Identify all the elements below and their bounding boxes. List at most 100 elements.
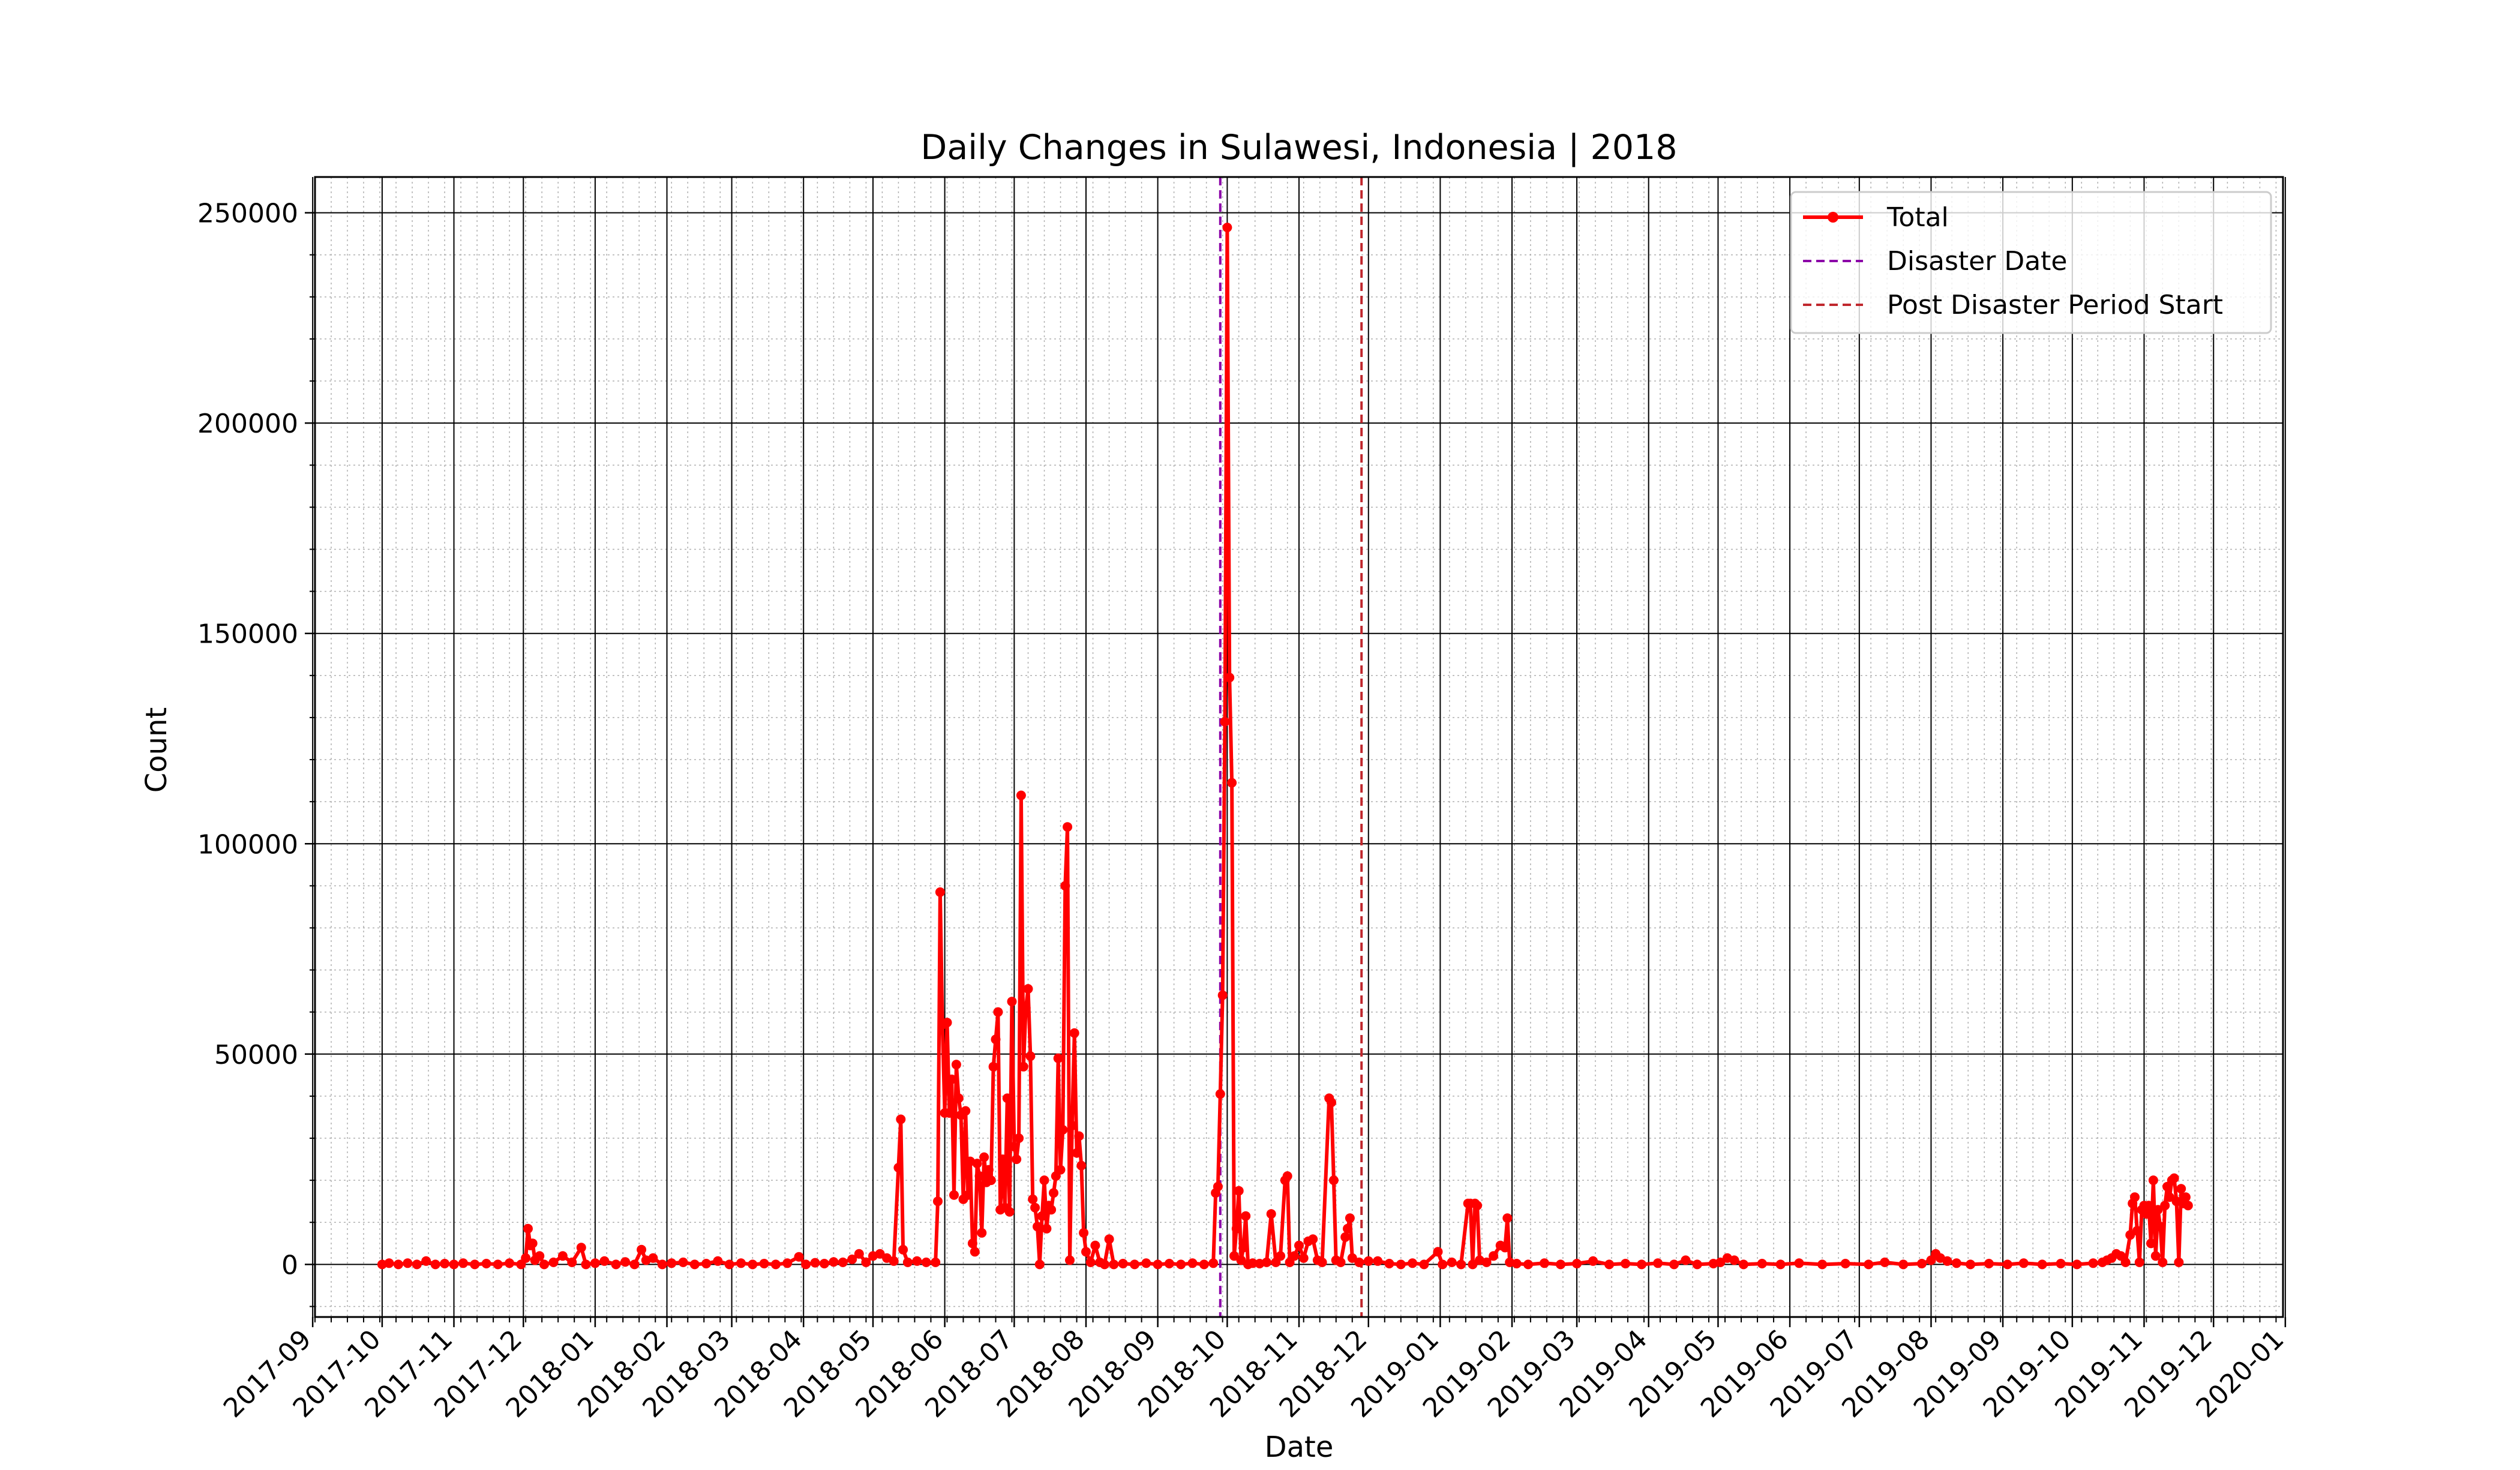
data-point <box>1328 1175 1339 1186</box>
data-point <box>2141 1209 2152 1219</box>
legend-total-label: Total <box>1886 202 1949 233</box>
data-point <box>1067 1121 1077 1130</box>
data-point <box>1053 1053 1063 1063</box>
data-point <box>1234 1186 1244 1196</box>
data-point <box>949 1190 959 1200</box>
data-point <box>2148 1175 2158 1186</box>
data-point <box>1523 1259 1533 1270</box>
data-point <box>782 1258 793 1268</box>
data-point <box>1058 1125 1068 1135</box>
data-point <box>521 1253 531 1263</box>
data-point <box>1141 1258 1151 1268</box>
data-point <box>1069 1028 1079 1038</box>
data-point <box>1966 1259 1976 1270</box>
data-point <box>1942 1256 1952 1266</box>
data-point <box>2134 1257 2144 1267</box>
data-point <box>1757 1259 1767 1268</box>
legend-post-label: Post Disaster Period Start <box>1887 290 2223 320</box>
data-point <box>1692 1259 1702 1270</box>
data-point <box>838 1257 848 1267</box>
data-point <box>1060 881 1070 891</box>
data-point <box>933 1196 943 1207</box>
data-point <box>1090 1240 1100 1250</box>
data-point <box>998 1154 1008 1165</box>
data-point <box>581 1259 591 1270</box>
data-point <box>1046 1205 1057 1215</box>
data-point <box>629 1259 640 1270</box>
data-point <box>977 1228 987 1238</box>
data-point <box>1220 716 1230 727</box>
data-point <box>935 887 945 897</box>
data-point <box>2150 1251 2161 1261</box>
data-point <box>921 1257 931 1267</box>
data-point <box>889 1256 899 1266</box>
data-point <box>896 1114 906 1124</box>
data-point <box>1227 778 1237 788</box>
data-point <box>902 1257 913 1267</box>
y-tick-label: 100000 <box>197 829 298 860</box>
reference-lines <box>1219 177 1363 1317</box>
data-point <box>2183 1201 2193 1211</box>
data-point <box>2144 1201 2154 1211</box>
data-point <box>2146 1238 2156 1249</box>
data-point <box>1604 1259 1615 1270</box>
data-point <box>942 1018 952 1028</box>
data-point <box>657 1259 667 1270</box>
major-grid <box>312 177 2286 1317</box>
data-point <box>944 1108 955 1118</box>
data-point <box>1028 1194 1038 1204</box>
data-point <box>2072 1259 2082 1270</box>
data-point <box>713 1256 723 1266</box>
data-point <box>1653 1258 1663 1268</box>
data-point <box>523 1223 533 1234</box>
data-point <box>1917 1259 1927 1268</box>
data-point <box>1213 1181 1223 1192</box>
data-point <box>1012 1154 1022 1165</box>
data-point <box>2125 1230 2135 1240</box>
data-point <box>1282 1171 1292 1181</box>
data-point <box>759 1259 769 1268</box>
data-point <box>1118 1259 1128 1268</box>
data-point <box>1176 1259 1186 1270</box>
data-point <box>1262 1257 1271 1267</box>
data-point <box>861 1257 871 1267</box>
data-point <box>2120 1257 2131 1267</box>
data-point <box>539 1259 549 1270</box>
data-point <box>967 1238 977 1249</box>
data-point <box>979 1152 989 1162</box>
data-point <box>898 1244 908 1255</box>
data-point <box>1840 1259 1850 1268</box>
data-point <box>1408 1258 1418 1268</box>
data-point <box>1099 1259 1109 1270</box>
data-point <box>440 1259 450 1268</box>
y-tick-label: 50000 <box>214 1040 298 1070</box>
data-point <box>1021 1003 1031 1013</box>
data-point <box>953 1093 964 1103</box>
data-point <box>470 1259 480 1270</box>
data-point <box>2130 1192 2140 1202</box>
data-point <box>1023 984 1033 994</box>
data-point <box>1468 1259 1478 1270</box>
data-point <box>1247 1258 1258 1268</box>
data-point <box>1130 1259 1139 1270</box>
y-axis: 0 50000 100000 150000 200000 250000 <box>197 199 315 1307</box>
data-point <box>1039 1175 1049 1186</box>
data-point <box>983 1165 994 1175</box>
data-point <box>1336 1257 1346 1267</box>
data-point <box>1236 1255 1246 1265</box>
x-axis: 2017-092017-102017-112017-122018-012018-… <box>218 1317 2290 1424</box>
data-point <box>1208 1258 1219 1268</box>
data-point <box>648 1253 658 1263</box>
data-point <box>557 1251 568 1261</box>
data-point <box>1347 1253 1357 1263</box>
data-point <box>1984 1259 1994 1268</box>
data-point <box>1065 1255 1075 1265</box>
data-point <box>430 1259 440 1270</box>
data-point <box>801 1259 811 1270</box>
y-tick-label: 0 <box>281 1250 298 1280</box>
data-point <box>2088 1258 2098 1268</box>
data-point <box>1109 1259 1119 1270</box>
data-point <box>1025 1051 1036 1061</box>
data-point <box>2037 1259 2047 1270</box>
data-point <box>1074 1131 1084 1141</box>
